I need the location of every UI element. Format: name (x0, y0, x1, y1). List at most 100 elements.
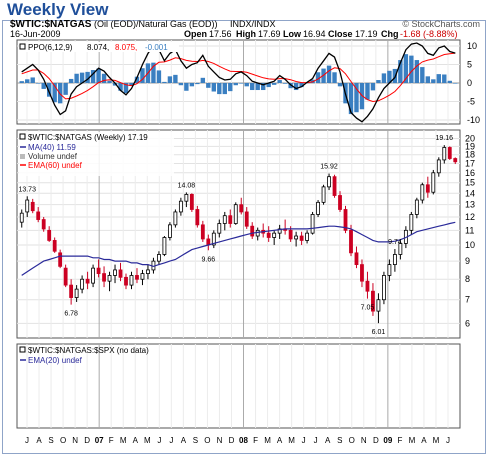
ppo-histogram-bar (151, 62, 156, 83)
exchange-label: INDX/INDX (230, 19, 276, 29)
candle-body (414, 199, 419, 215)
ppo-histogram-bar (282, 83, 288, 84)
ppo-histogram-bar (381, 73, 387, 83)
candle-body (354, 252, 359, 265)
ppo-histogram-bar (250, 83, 255, 91)
close-label: Close (328, 29, 353, 39)
x-tick-label: S (193, 436, 198, 445)
ppo-histogram-bar (63, 83, 68, 95)
candle-body (266, 232, 271, 238)
candle-body (398, 243, 403, 255)
ppo-histogram-bar (447, 80, 452, 83)
ppo-histogram-bar (107, 80, 112, 83)
candle-body (442, 147, 447, 161)
ppo-histogram-bar (387, 70, 392, 83)
ppo-histogram-bar (19, 81, 24, 83)
price-tick-label: 14 (465, 188, 475, 198)
watermark: © StockCharts.com (402, 19, 480, 29)
candle-body (113, 269, 117, 276)
description-label: (Oil (EOD)/Natural Gas (EOD)) (94, 19, 218, 29)
ppo-histogram-bar (189, 83, 195, 87)
candle-body (91, 267, 95, 284)
price-annotation: 15.92 (320, 164, 338, 171)
ppo-histogram-bar (409, 55, 414, 83)
candle-body (387, 264, 392, 276)
ppo-gridlines (17, 45, 460, 121)
x-tick-label: J (446, 436, 450, 445)
candle-body (244, 211, 249, 227)
ppo-histogram-bar (337, 83, 343, 87)
date-label: 16-Jun-2009 (10, 29, 61, 39)
ppo-histogram-bar (195, 83, 200, 85)
candle-body (135, 275, 139, 280)
ppo-histogram-bar (244, 83, 249, 87)
candle-body (349, 229, 353, 254)
ppo-histogram-bar (326, 65, 332, 83)
candle-body (30, 201, 35, 212)
candle-body (41, 219, 46, 230)
ppo-histogram-bar (414, 60, 420, 83)
ppo-histogram-bar (156, 70, 162, 83)
x-tick-label: 08 (239, 436, 248, 445)
candle-body (447, 147, 452, 159)
price-annotation: 13.73 (18, 186, 36, 193)
candle-body (310, 214, 315, 234)
x-tick-label: N (217, 436, 223, 445)
candle-body (189, 194, 194, 210)
price-panel-label: $WTIC:$NATGAS (Weekly) 17.19 (28, 133, 148, 142)
ppo-histogram-bar (233, 83, 238, 86)
candle-body (211, 232, 216, 246)
price-annotation: 6.01 (372, 329, 386, 336)
ppo-histogram-bar (162, 81, 167, 83)
candle-body (305, 232, 310, 241)
ppo-histogram-bar (228, 83, 233, 92)
ppo-histogram-bar (420, 67, 425, 83)
candle-body (52, 240, 57, 252)
candle-body (85, 278, 90, 284)
ppo-histogram-bar (453, 83, 458, 84)
ppo-histogram-bar (206, 83, 211, 88)
view-title: Weekly View (7, 0, 109, 19)
ppo-histogram-bar (398, 60, 403, 83)
candle-body (382, 275, 386, 301)
x-tick-label: F (253, 436, 258, 445)
candle-body (431, 172, 436, 193)
price-tick-label: 16 (465, 168, 475, 178)
candle-body (25, 199, 30, 213)
candle-body (80, 278, 85, 290)
ppo-histogram-bar (348, 83, 354, 115)
x-tick-label: O (204, 436, 210, 445)
ppo-histogram-bar (277, 80, 282, 83)
candle-body (195, 209, 200, 226)
x-tick-label: J (25, 436, 29, 445)
ppo-histogram-bar (239, 83, 244, 84)
ppo-histogram-bar (68, 78, 74, 83)
ppo-histogram-bar (41, 83, 46, 89)
candle-body (173, 211, 178, 226)
ppo-histogram-bar (376, 80, 381, 83)
candle-body (327, 176, 331, 188)
price-tick-label: 18 (465, 150, 475, 160)
candle-body (47, 229, 52, 241)
low-value: 16.94 (303, 29, 326, 39)
candle-body (200, 224, 205, 240)
chg-value: -1.68 (-8.88%) (400, 29, 458, 39)
ppo-label-bg (19, 42, 179, 52)
x-tick-label: S (48, 436, 53, 445)
ppo-histogram-bar (101, 73, 107, 83)
ppo-histogram-bar (167, 76, 173, 83)
ppo-y-axis: 10 5 0 -5 -10 (467, 41, 480, 125)
price-tick-label: 7 (465, 295, 470, 305)
ppo-signal-line (21, 52, 456, 103)
ppo-line (21, 42, 456, 123)
ppo-histogram-bar (79, 72, 85, 83)
candle-body (69, 284, 74, 298)
candle-body (162, 237, 167, 255)
candle-body (96, 267, 101, 274)
x-tick-label: 09 (383, 436, 392, 445)
ppo-histogram-bar (112, 83, 118, 86)
price-tick-label: 10 (465, 240, 475, 250)
candle-body (140, 273, 145, 280)
candle-body (453, 158, 458, 163)
